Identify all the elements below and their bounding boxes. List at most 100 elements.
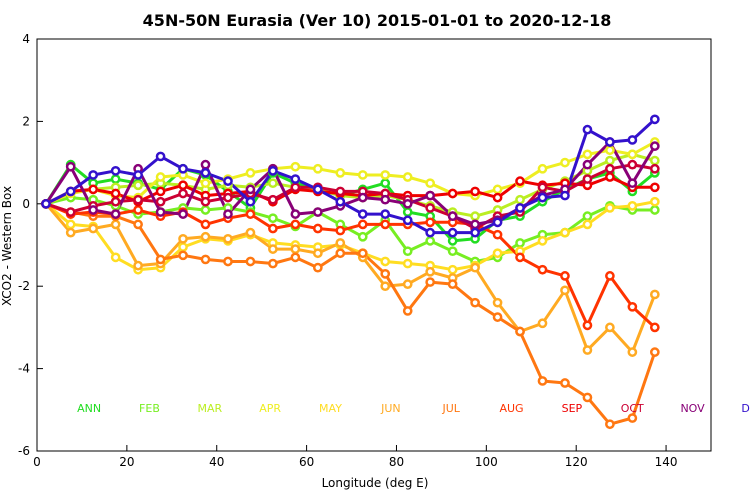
legend-label-sep: SEP bbox=[562, 402, 583, 415]
data-point-apr bbox=[425, 178, 436, 189]
data-point-may bbox=[627, 201, 638, 211]
data-point-jul bbox=[335, 248, 346, 259]
data-point-jun bbox=[223, 233, 233, 244]
data-point-nov bbox=[245, 184, 256, 195]
data-point-nov bbox=[627, 178, 638, 189]
data-point-aug bbox=[268, 223, 278, 234]
series-line-oct bbox=[45, 163, 656, 230]
data-point-dec bbox=[447, 227, 458, 238]
data-point-nov bbox=[447, 211, 458, 222]
data-point-aug bbox=[245, 209, 256, 219]
data-point-jul bbox=[223, 256, 233, 267]
data-point-apr bbox=[357, 170, 368, 180]
data-point-oct bbox=[155, 196, 166, 207]
data-point-dec bbox=[560, 190, 570, 201]
data-point-apr bbox=[155, 172, 166, 182]
data-point-sep bbox=[178, 180, 188, 191]
x-tick-label: 60 bbox=[299, 455, 314, 469]
data-point-dec bbox=[380, 209, 391, 219]
legend-label-apr: APR bbox=[259, 402, 281, 415]
data-point-ann bbox=[380, 178, 391, 189]
data-point-may bbox=[447, 264, 458, 275]
data-point-jul bbox=[312, 262, 323, 273]
data-point-dec bbox=[110, 165, 121, 176]
data-point-jun bbox=[200, 231, 211, 242]
data-point-oct bbox=[133, 194, 143, 205]
data-point-oct bbox=[178, 188, 188, 199]
series-line-dec bbox=[45, 118, 656, 235]
data-point-jun bbox=[470, 262, 480, 273]
data-point-nov bbox=[312, 207, 323, 217]
data-point-dec bbox=[178, 163, 188, 174]
data-point-jun bbox=[178, 233, 188, 244]
data-point-jul bbox=[200, 254, 211, 265]
legend-label-ann: ANN bbox=[77, 402, 101, 415]
data-point-apr bbox=[605, 145, 615, 156]
data-point-jul bbox=[515, 326, 525, 337]
data-point-feb bbox=[425, 236, 436, 246]
data-point-sep bbox=[470, 186, 480, 197]
data-point-mar bbox=[470, 211, 480, 222]
data-point-mar bbox=[133, 180, 143, 191]
data-point-nov bbox=[65, 161, 76, 172]
data-point-dec bbox=[537, 192, 548, 203]
data-point-jul bbox=[178, 250, 188, 261]
data-point-jun bbox=[290, 244, 301, 254]
data-point-dec bbox=[245, 196, 256, 207]
data-point-nov bbox=[88, 205, 99, 215]
data-point-sep bbox=[447, 188, 458, 199]
data-point-feb bbox=[515, 238, 525, 248]
data-point-mar bbox=[649, 155, 660, 166]
data-point-feb bbox=[268, 213, 278, 224]
data-point-jul bbox=[627, 413, 638, 423]
data-point-oct bbox=[649, 163, 660, 174]
data-point-mar bbox=[268, 178, 278, 189]
data-point-oct bbox=[425, 203, 436, 213]
data-point-apr bbox=[245, 168, 256, 178]
data-point-aug bbox=[582, 320, 593, 331]
data-point-dec bbox=[65, 186, 76, 197]
x-tick-label: 40 bbox=[209, 455, 224, 469]
data-point-apr bbox=[290, 161, 301, 172]
data-point-aug bbox=[425, 217, 436, 228]
data-point-nov bbox=[380, 194, 391, 205]
data-point-may bbox=[582, 219, 593, 230]
y-tick-label: 0 bbox=[22, 197, 30, 211]
data-point-jul bbox=[605, 419, 615, 430]
data-point-dec bbox=[223, 176, 233, 186]
data-point-jun bbox=[312, 248, 323, 259]
data-point-may bbox=[492, 248, 503, 259]
data-point-jul bbox=[582, 392, 593, 403]
data-point-aug bbox=[200, 219, 211, 230]
data-point-jun bbox=[537, 318, 548, 329]
legend-label-dec: DEC bbox=[741, 402, 750, 415]
data-point-dec bbox=[335, 196, 346, 207]
x-tick-label: 140 bbox=[655, 455, 678, 469]
x-tick-label: 80 bbox=[389, 455, 404, 469]
data-point-jun bbox=[492, 297, 503, 308]
data-point-oct bbox=[268, 194, 278, 205]
data-point-jun bbox=[65, 227, 76, 238]
data-point-apr bbox=[402, 172, 413, 182]
data-point-nov bbox=[649, 141, 660, 151]
data-point-apr bbox=[335, 168, 346, 178]
data-point-aug bbox=[290, 219, 301, 230]
data-point-aug bbox=[627, 301, 638, 312]
data-point-may bbox=[402, 258, 413, 269]
data-point-jun bbox=[627, 347, 638, 357]
data-point-sep bbox=[605, 172, 615, 182]
data-point-jul bbox=[470, 297, 480, 308]
x-axis-label: Longitude (deg E) bbox=[322, 476, 429, 490]
data-point-dec bbox=[582, 124, 593, 135]
data-point-feb bbox=[447, 246, 458, 257]
data-point-jul bbox=[155, 254, 166, 265]
data-point-dec bbox=[402, 215, 413, 226]
chart-title: 45N-50N Eurasia (Ver 10) 2015-01-01 to 2… bbox=[143, 11, 612, 30]
data-point-nov bbox=[425, 190, 436, 201]
legend-label-jul: JUL bbox=[441, 402, 460, 415]
data-point-jul bbox=[537, 376, 548, 386]
data-point-oct bbox=[335, 186, 346, 197]
legend-label-jun: JUN bbox=[380, 402, 401, 415]
data-point-dec bbox=[41, 198, 51, 209]
